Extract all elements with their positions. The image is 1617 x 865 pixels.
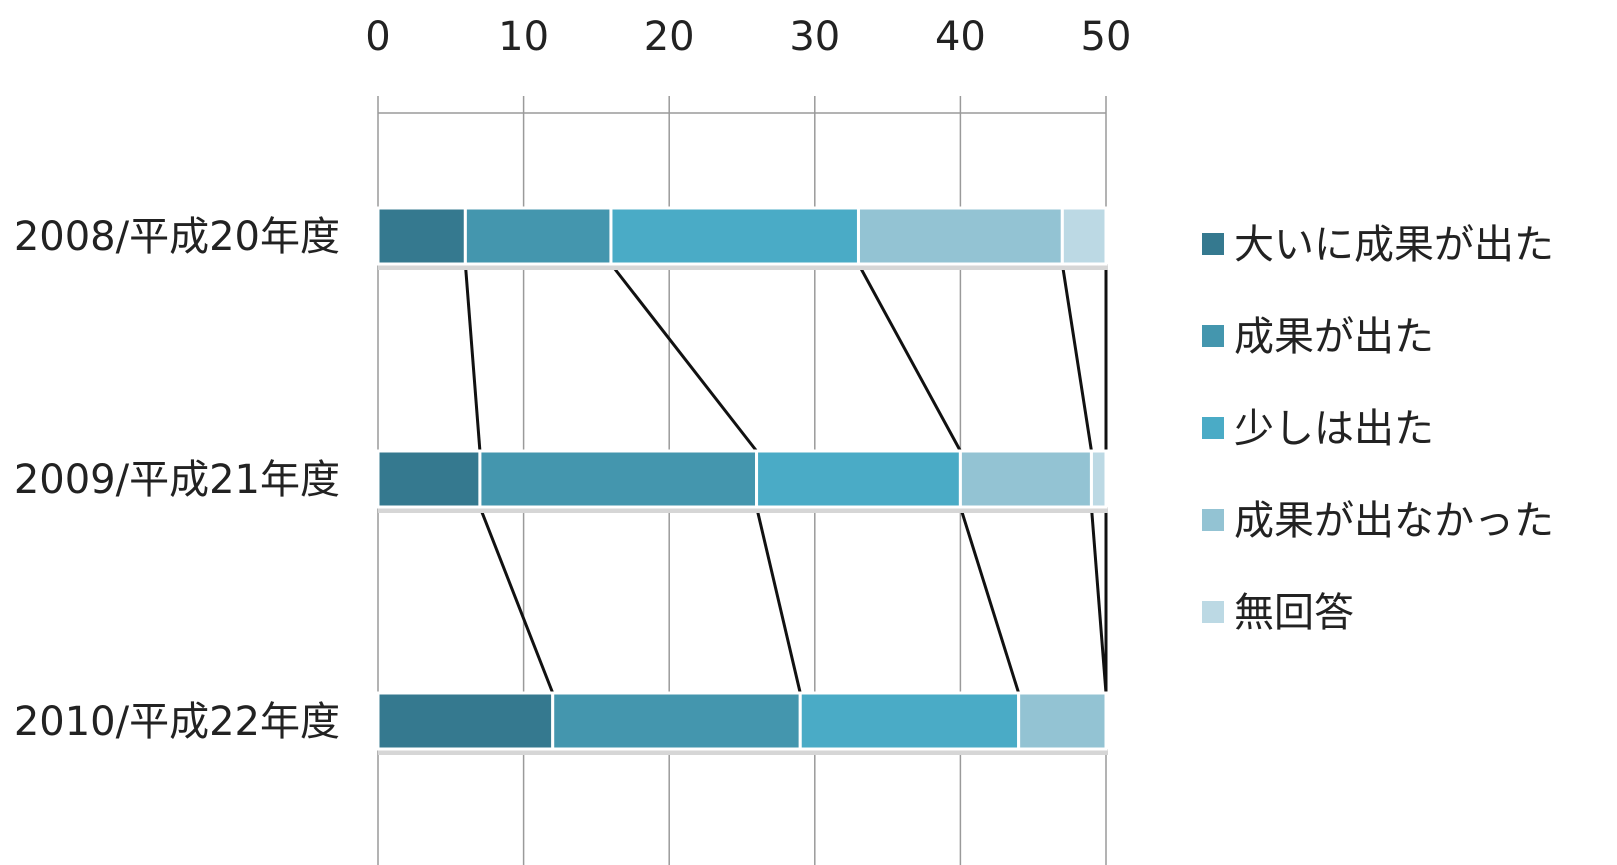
series-lines [463,263,1108,694]
category-labels: 2008/平成20年度 2009/平成21年度 2010/平成22年度 [14,214,340,745]
legend-label: 成果が出た [1234,314,1434,360]
series-line [958,506,1021,694]
x-tick-label: 40 [935,14,986,60]
bar-segment [798,691,1021,751]
bar-segment [755,449,962,509]
legend-label: 無回答 [1234,590,1354,636]
category-label: 2010/平成22年度 [14,699,340,745]
x-tick-label: 30 [789,14,840,60]
bar-segment [463,206,613,266]
legend-label: 成果が出なかった [1234,498,1554,544]
x-tick-label: 0 [365,14,390,60]
x-tick-label: 20 [644,14,695,60]
legend-label: 大いに成果が出た [1234,222,1554,268]
bar-segment [609,206,860,266]
category-label: 2009/平成21年度 [14,457,340,503]
bar-segment [376,691,555,751]
bar-segment [1017,691,1108,751]
bar-segment [376,206,467,266]
bar-shadow [378,749,1108,755]
bars [376,206,1108,755]
x-tick-label: 10 [498,14,549,60]
bar-segment [551,691,802,751]
series-line [609,263,758,452]
x-axis-ticks: 0 10 20 30 40 50 [365,14,1131,60]
legend-swatch [1202,509,1224,531]
x-tick-label: 50 [1081,14,1132,60]
bar-segment [376,449,482,509]
category-label: 2008/平成20年度 [14,214,340,260]
legend-swatch [1202,417,1224,439]
bar-segment [1089,449,1108,509]
series-line [1060,263,1093,452]
series-line [463,263,482,452]
bar-segment [856,206,1064,266]
series-line [755,506,802,694]
bar-segment [1060,206,1108,266]
legend-label: 少しは出た [1234,406,1434,452]
legend-swatch [1202,325,1224,347]
series-line [478,506,555,694]
legend-swatch [1202,233,1224,255]
bar-shadow [378,507,1108,513]
series-line [1089,506,1108,694]
bar-segment [958,449,1093,509]
series-line [857,263,962,452]
legend-swatch [1202,601,1224,623]
bar-segment [478,449,759,509]
bar-shadow [378,264,1108,270]
